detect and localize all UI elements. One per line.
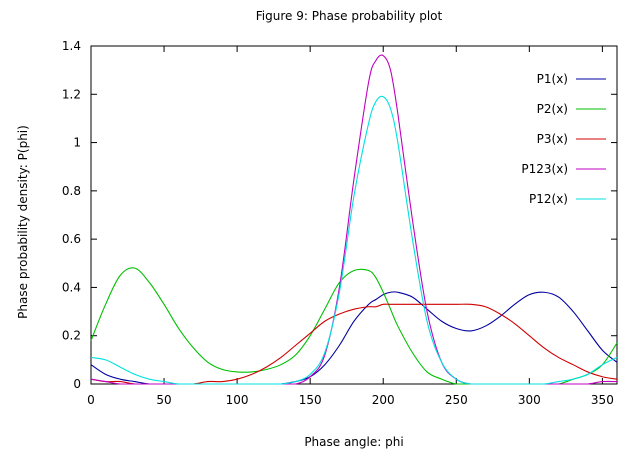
y-tick-label: 1.4 [62, 39, 81, 53]
y-tick-label: 1 [73, 136, 81, 150]
x-tick-label: 100 [226, 393, 249, 407]
x-tick-label: 0 [87, 393, 95, 407]
plot-frame [90, 45, 618, 385]
x-tick-label: 200 [372, 393, 395, 407]
x-axis-label: Phase angle: phi [304, 435, 403, 449]
series-line-p3x [90, 303, 618, 385]
y-tick-label: 0.6 [62, 232, 81, 246]
chart-title: Figure 9: Phase probability plot [256, 9, 443, 23]
y-tick-label: 0.2 [62, 329, 81, 343]
legend-label: P123(x) [521, 162, 568, 176]
y-tick-label: 0.4 [62, 280, 81, 294]
series-lines [90, 54, 618, 385]
x-tick-label: 150 [299, 393, 322, 407]
series-line-p1x [90, 291, 618, 385]
y-tick-label: 1.2 [62, 87, 81, 101]
x-tick-label: 50 [156, 393, 171, 407]
legend-label: P1(x) [537, 72, 568, 86]
legend: P1(x) P2(x) P3(x) P123(x) P12(x) [521, 72, 606, 206]
x-tick-label: 350 [591, 393, 614, 407]
y-tick-label: 0 [73, 377, 81, 391]
series-line-p12x [90, 95, 618, 385]
series-line-p2x [90, 267, 618, 385]
y-axis-label: Phase probability density: P(phi) [16, 125, 30, 319]
legend-label: P12(x) [529, 192, 568, 206]
legend-label: P2(x) [537, 102, 568, 116]
y-tick-label: 0.8 [62, 184, 81, 198]
x-tick-label: 300 [518, 393, 541, 407]
x-tick-label: 250 [445, 393, 468, 407]
axes: 0 50 100 150 200 250 300 350 0 0.2 0.4 0.6 0.8 1 1.2 1.… [62, 39, 617, 407]
legend-label: P3(x) [537, 132, 568, 146]
